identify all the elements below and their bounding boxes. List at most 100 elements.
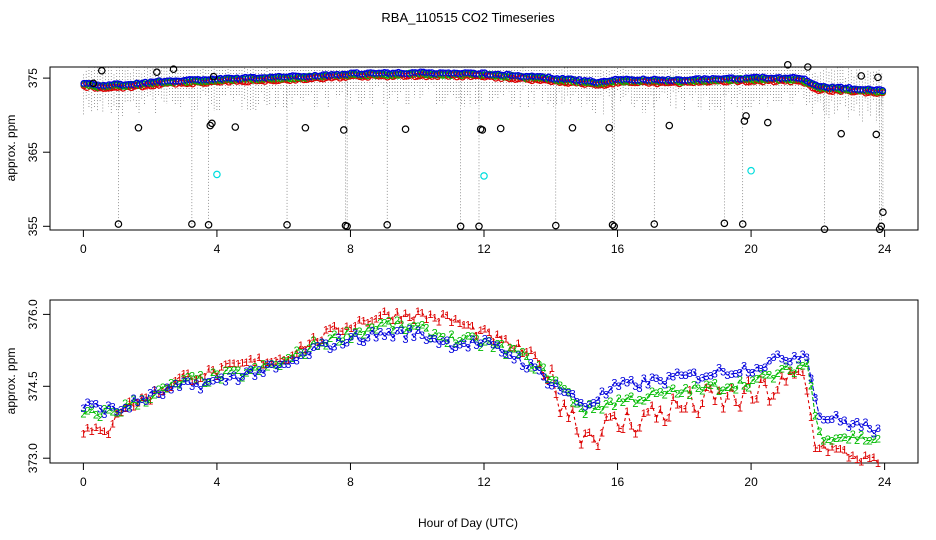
- series1-point: 1: [448, 317, 454, 329]
- series2-point: 2: [473, 334, 479, 346]
- series3-point: 3: [670, 372, 676, 384]
- series3-point: 3: [390, 332, 396, 344]
- series2-point: 2: [729, 382, 735, 394]
- series3-point: 3: [348, 331, 354, 343]
- series2-point: 2: [352, 327, 358, 339]
- series3-point: 3: [423, 335, 429, 347]
- series1-point: 1: [515, 338, 521, 350]
- series1-point: 1: [415, 306, 421, 318]
- series3-point: 3: [369, 326, 375, 338]
- series2-point: 2: [867, 435, 873, 447]
- series3-point: 3: [699, 372, 705, 384]
- series2-point: 2: [327, 333, 333, 345]
- series1-point: 1: [808, 412, 814, 424]
- series1-point: 1: [223, 359, 229, 371]
- series3-point: 3: [289, 355, 295, 367]
- series2-point: 2: [862, 436, 868, 448]
- series2-point: 2: [243, 368, 249, 380]
- series1-point: 1: [432, 313, 438, 325]
- series1-point: 1: [151, 384, 157, 396]
- series3-point: 3: [151, 385, 157, 397]
- series1-point: 1: [524, 347, 530, 359]
- outlier-point: [837, 129, 846, 138]
- bottom-x-tick-label: 4: [214, 475, 221, 489]
- series2-point: 2: [545, 374, 551, 386]
- series1-point: 1: [348, 323, 354, 335]
- series3-point: 3: [344, 338, 350, 350]
- series1-point: 1: [110, 418, 116, 430]
- series3-point: 3: [256, 365, 262, 377]
- series2-point: 2: [457, 336, 463, 348]
- series3-point: 3: [340, 340, 346, 352]
- series3-point: 3: [620, 375, 626, 387]
- series1-point: 1: [649, 400, 655, 412]
- series2-point: 2: [411, 320, 417, 332]
- marks-top: [80, 60, 887, 234]
- series1-point: 1: [243, 357, 249, 369]
- series2-point: 2: [323, 341, 329, 353]
- series3-line: [82, 327, 879, 435]
- series3-point: 3: [448, 344, 454, 356]
- series3-point: 3: [649, 372, 655, 384]
- series2-point: 2: [695, 383, 701, 395]
- series3-point: 3: [674, 367, 680, 379]
- series3-point: 3: [365, 332, 371, 344]
- series3-point: 3: [628, 374, 634, 386]
- series2-point: 2: [139, 394, 145, 406]
- series1-point: 1: [821, 440, 827, 452]
- series1-point: 1: [837, 443, 843, 455]
- series2-point: 2: [733, 384, 739, 396]
- series3-point: 3: [678, 370, 684, 382]
- series3-point: 3: [720, 366, 726, 378]
- series3-point: 3: [770, 352, 776, 364]
- series3-point: 3: [160, 390, 166, 402]
- series1-point: 1: [599, 427, 605, 439]
- series2-point: 2: [365, 323, 371, 335]
- series1-point: 1: [361, 315, 367, 327]
- series3-point: 3: [164, 382, 170, 394]
- series2-point: 2: [653, 388, 659, 400]
- series1-point: 1: [641, 408, 647, 420]
- series3-point: 3: [386, 327, 392, 339]
- outlier-point: [188, 220, 196, 228]
- series3-point: 3: [687, 368, 693, 380]
- outlier-point: [740, 117, 749, 125]
- series2-point: 2: [131, 394, 137, 406]
- series1-point: 1: [657, 404, 663, 416]
- series1-point: 1: [457, 318, 463, 330]
- outlier-point: [820, 225, 829, 234]
- series1-point: 1: [264, 357, 270, 369]
- series2-point: 2: [808, 380, 814, 392]
- x-axis-label: Hour of Day (UTC): [418, 516, 518, 530]
- series1-point: 1: [557, 408, 563, 420]
- series3-point: 3: [841, 415, 847, 427]
- series2-point: 2: [135, 400, 141, 412]
- outlier-point: [456, 222, 465, 231]
- series1-point: 1: [461, 319, 467, 331]
- series2-point: 2: [432, 328, 438, 340]
- series2-point: 2: [712, 378, 718, 390]
- series1-point: 1: [453, 314, 459, 326]
- series3-point: 3: [862, 417, 868, 429]
- series1-point: 1: [381, 306, 387, 318]
- series2-point: 2: [499, 338, 505, 350]
- series1-point: 1: [741, 385, 747, 397]
- series2-point: 2: [189, 371, 195, 383]
- series1-point: 1: [365, 317, 371, 329]
- cyan-point: [747, 166, 755, 175]
- series2-point: 2: [402, 325, 408, 337]
- series1-point: 1: [402, 308, 408, 320]
- series1-point: 1: [423, 314, 429, 326]
- series2-point: 2: [846, 435, 852, 447]
- outlier-point: [665, 121, 674, 130]
- outlier-point: [97, 66, 106, 75]
- series3-point: 3: [415, 325, 421, 337]
- series2-point: 2: [110, 406, 116, 418]
- series1-point: 1: [791, 369, 797, 381]
- series2-point: 2: [185, 372, 191, 384]
- series2-point: 2: [687, 390, 693, 402]
- series3-point: 3: [177, 382, 183, 394]
- series1-point: 1: [532, 350, 538, 362]
- series3-point: 3: [624, 378, 630, 390]
- series1-point: 1: [787, 366, 793, 378]
